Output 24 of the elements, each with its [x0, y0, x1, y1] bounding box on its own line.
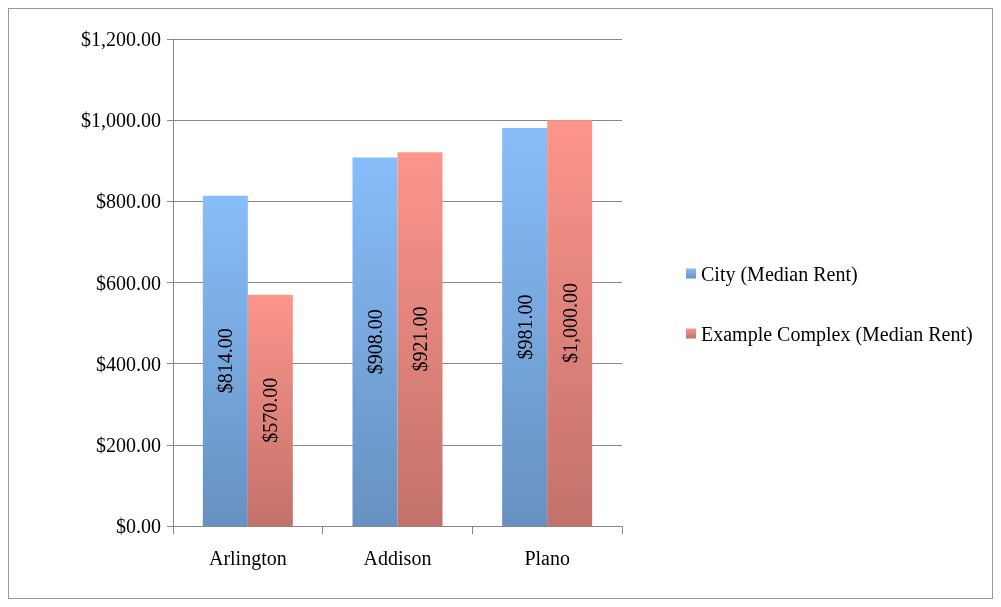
y-tick-label: $1,000.00	[81, 109, 161, 132]
data-label: $570.00	[259, 377, 282, 443]
bar	[202, 195, 248, 526]
data-label: $1,000.00	[558, 283, 581, 364]
y-tick-label: $600.00	[96, 271, 161, 294]
data-label: $921.00	[409, 306, 431, 372]
y-tick-label: $1,200.00	[81, 28, 161, 50]
x-tick-label: Addison	[363, 547, 432, 569]
bar	[547, 120, 593, 526]
data-label: $814.00	[214, 328, 237, 394]
y-tick-label: $0.00	[116, 515, 161, 537]
data-label: $981.00	[513, 294, 536, 360]
legend-label: Example Complex (Median Rent)	[701, 322, 973, 346]
legend-label: City (Median Rent)	[701, 262, 858, 286]
data-label: $908.00	[364, 309, 386, 375]
bar	[247, 294, 293, 526]
y-tick-label: $400.00	[96, 352, 161, 375]
bar	[502, 127, 548, 526]
bar	[397, 152, 443, 526]
y-tick-label: $200.00	[96, 433, 161, 456]
x-tick-label: Plano	[524, 547, 570, 569]
bar	[352, 157, 398, 526]
y-tick-label: $800.00	[96, 190, 161, 213]
x-tick-label: Arlington	[208, 547, 287, 570]
